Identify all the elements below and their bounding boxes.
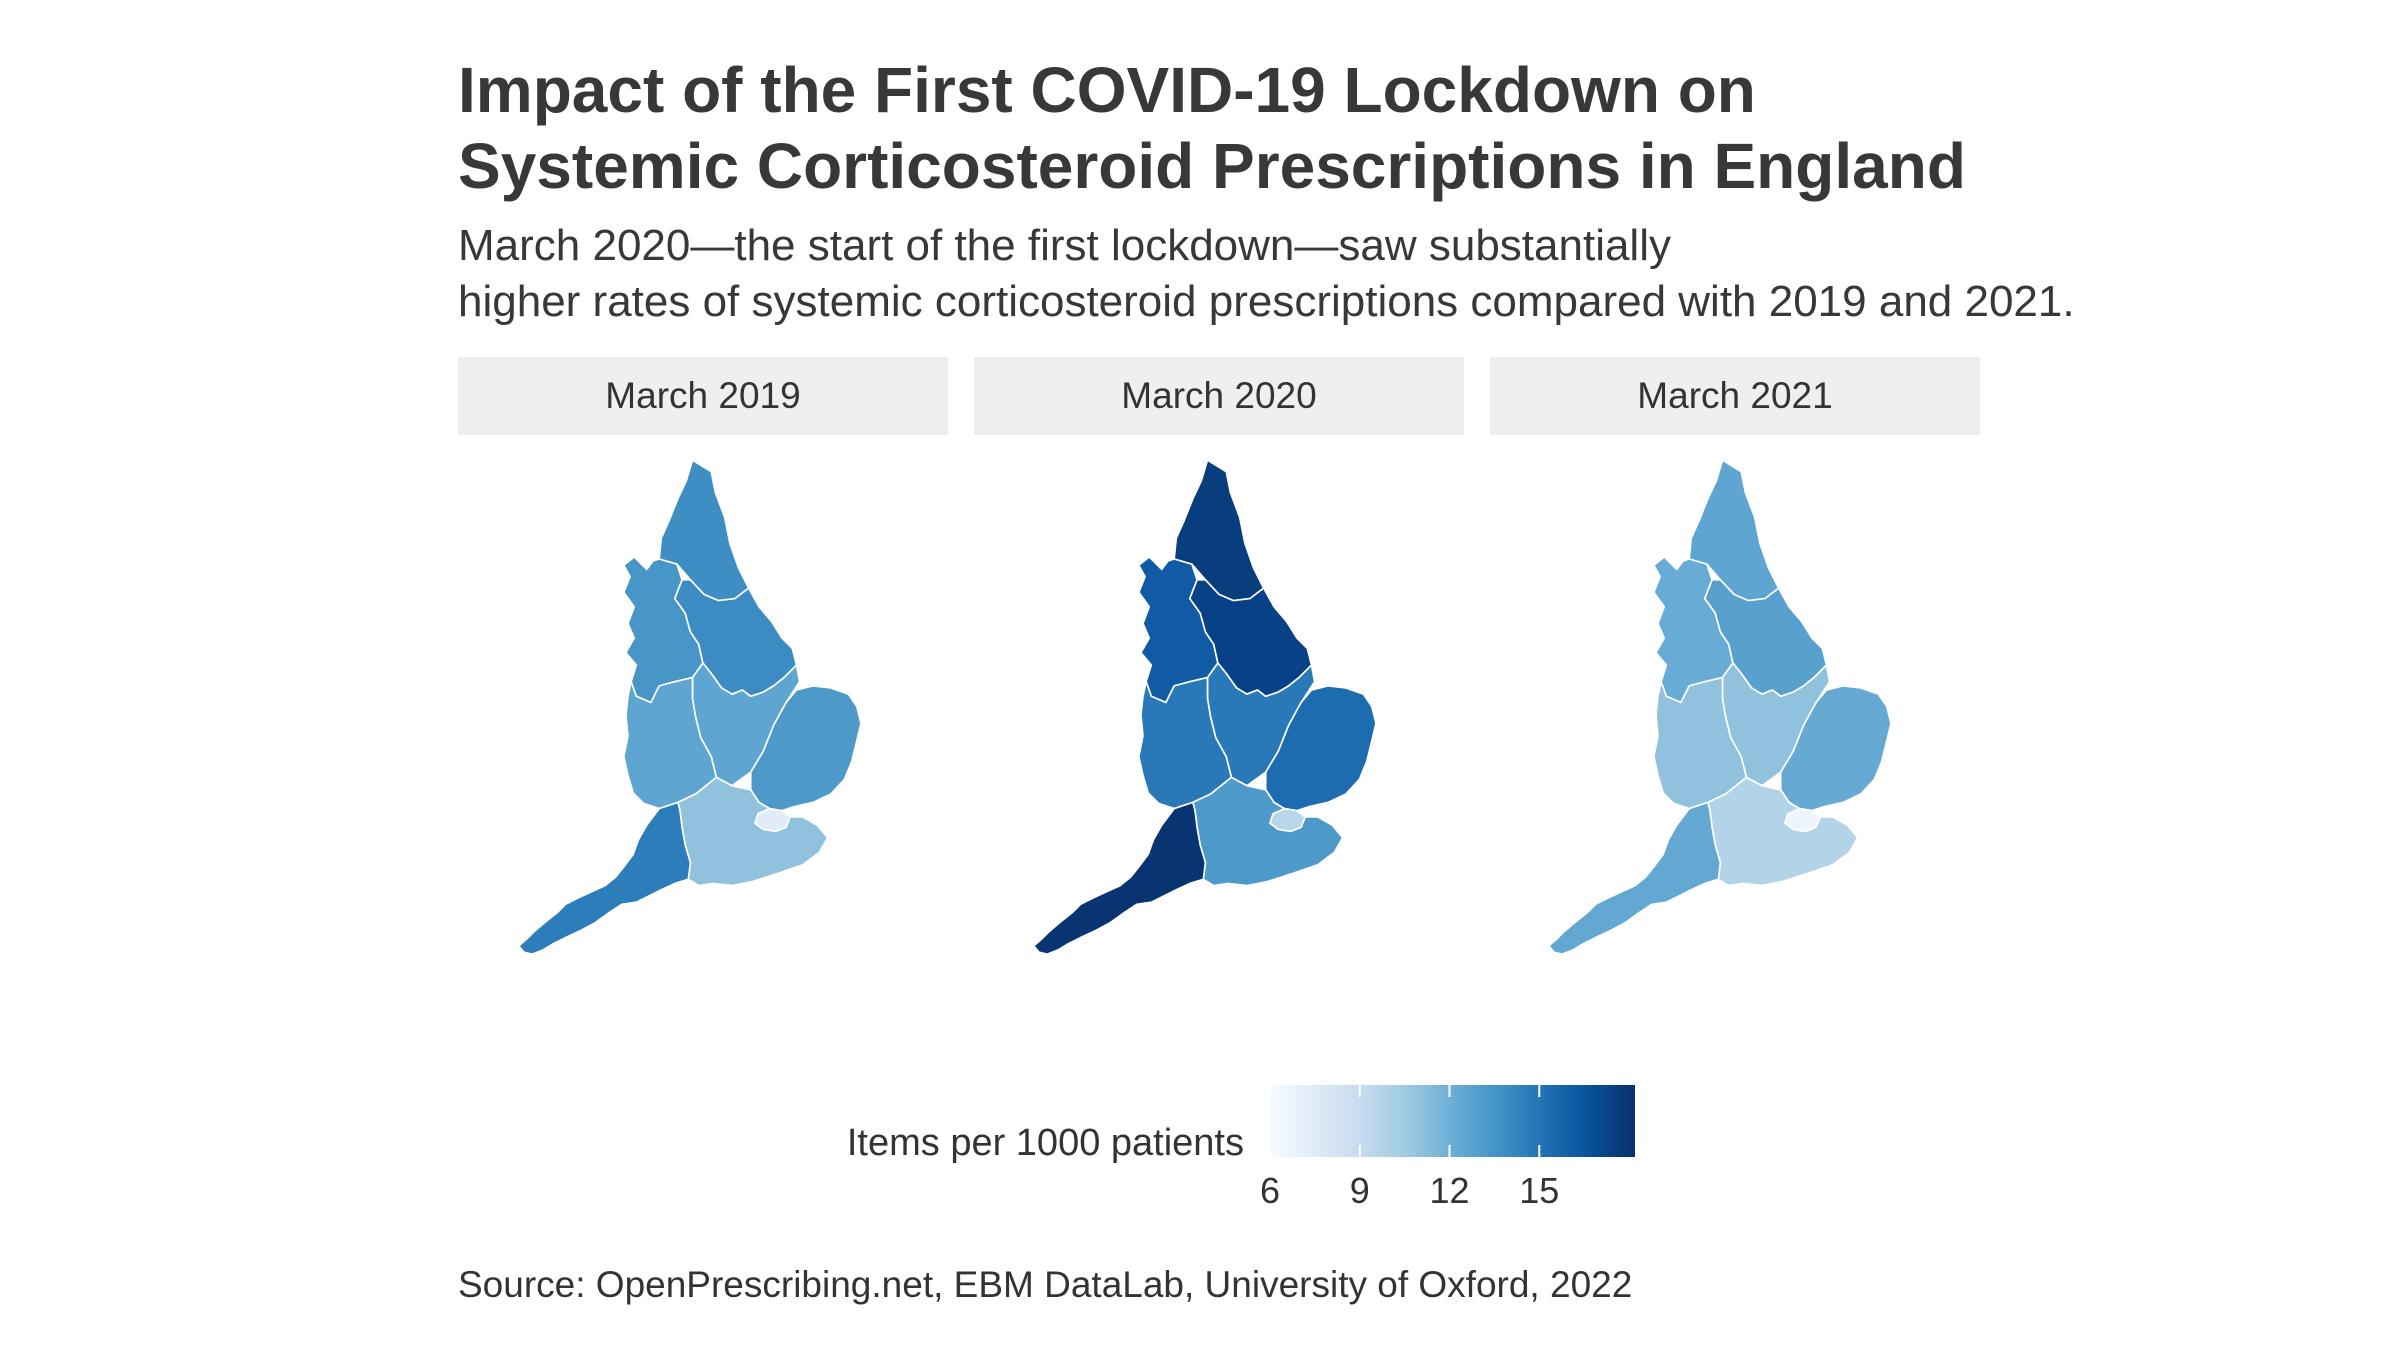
region-east-of-england	[1779, 685, 1892, 812]
region-south-west	[1547, 801, 1722, 956]
source-caption: Source: OpenPrescribing.net, EBM DataLab…	[458, 1264, 1633, 1305]
legend-colorbar	[1270, 1085, 1635, 1157]
region-south-west	[1032, 801, 1207, 956]
legend-tick-label-6: 6	[1259, 1170, 1281, 1211]
facet-strip-2021: March 2021	[1490, 357, 1980, 435]
map-2021	[1547, 459, 1892, 956]
map-panels	[517, 459, 1892, 956]
legend-tick-label-15: 15	[1519, 1170, 1560, 1211]
region-east-of-england	[749, 685, 862, 812]
chart-title: Impact of the First COVID-19 Lockdown on…	[458, 52, 2358, 204]
facet-strip-2019: March 2019	[458, 357, 948, 435]
legend-tick-label-9: 9	[1349, 1170, 1370, 1211]
subtitle-line-2: higher rates of systemic corticosteroid …	[458, 277, 2075, 326]
legend-ticks	[1269, 1085, 1541, 1157]
subtitle-line-1: March 2020—the start of the first lockdo…	[458, 221, 1671, 270]
title-line-1: Impact of the First COVID-19 Lockdown on	[458, 54, 1756, 126]
map-2020	[1032, 459, 1377, 956]
legend-title: Items per 1000 patients	[846, 1122, 1244, 1164]
facet-strip-2020: March 2020	[974, 357, 1464, 435]
legend-tick-label-12: 12	[1429, 1170, 1470, 1211]
map-2019	[517, 459, 862, 956]
chart-subtitle: March 2020—the start of the first lockdo…	[458, 218, 2398, 330]
region-south-west	[517, 801, 692, 956]
region-east-of-england	[1264, 685, 1377, 812]
title-line-2: Systemic Corticosteroid Prescriptions in…	[458, 130, 1966, 202]
